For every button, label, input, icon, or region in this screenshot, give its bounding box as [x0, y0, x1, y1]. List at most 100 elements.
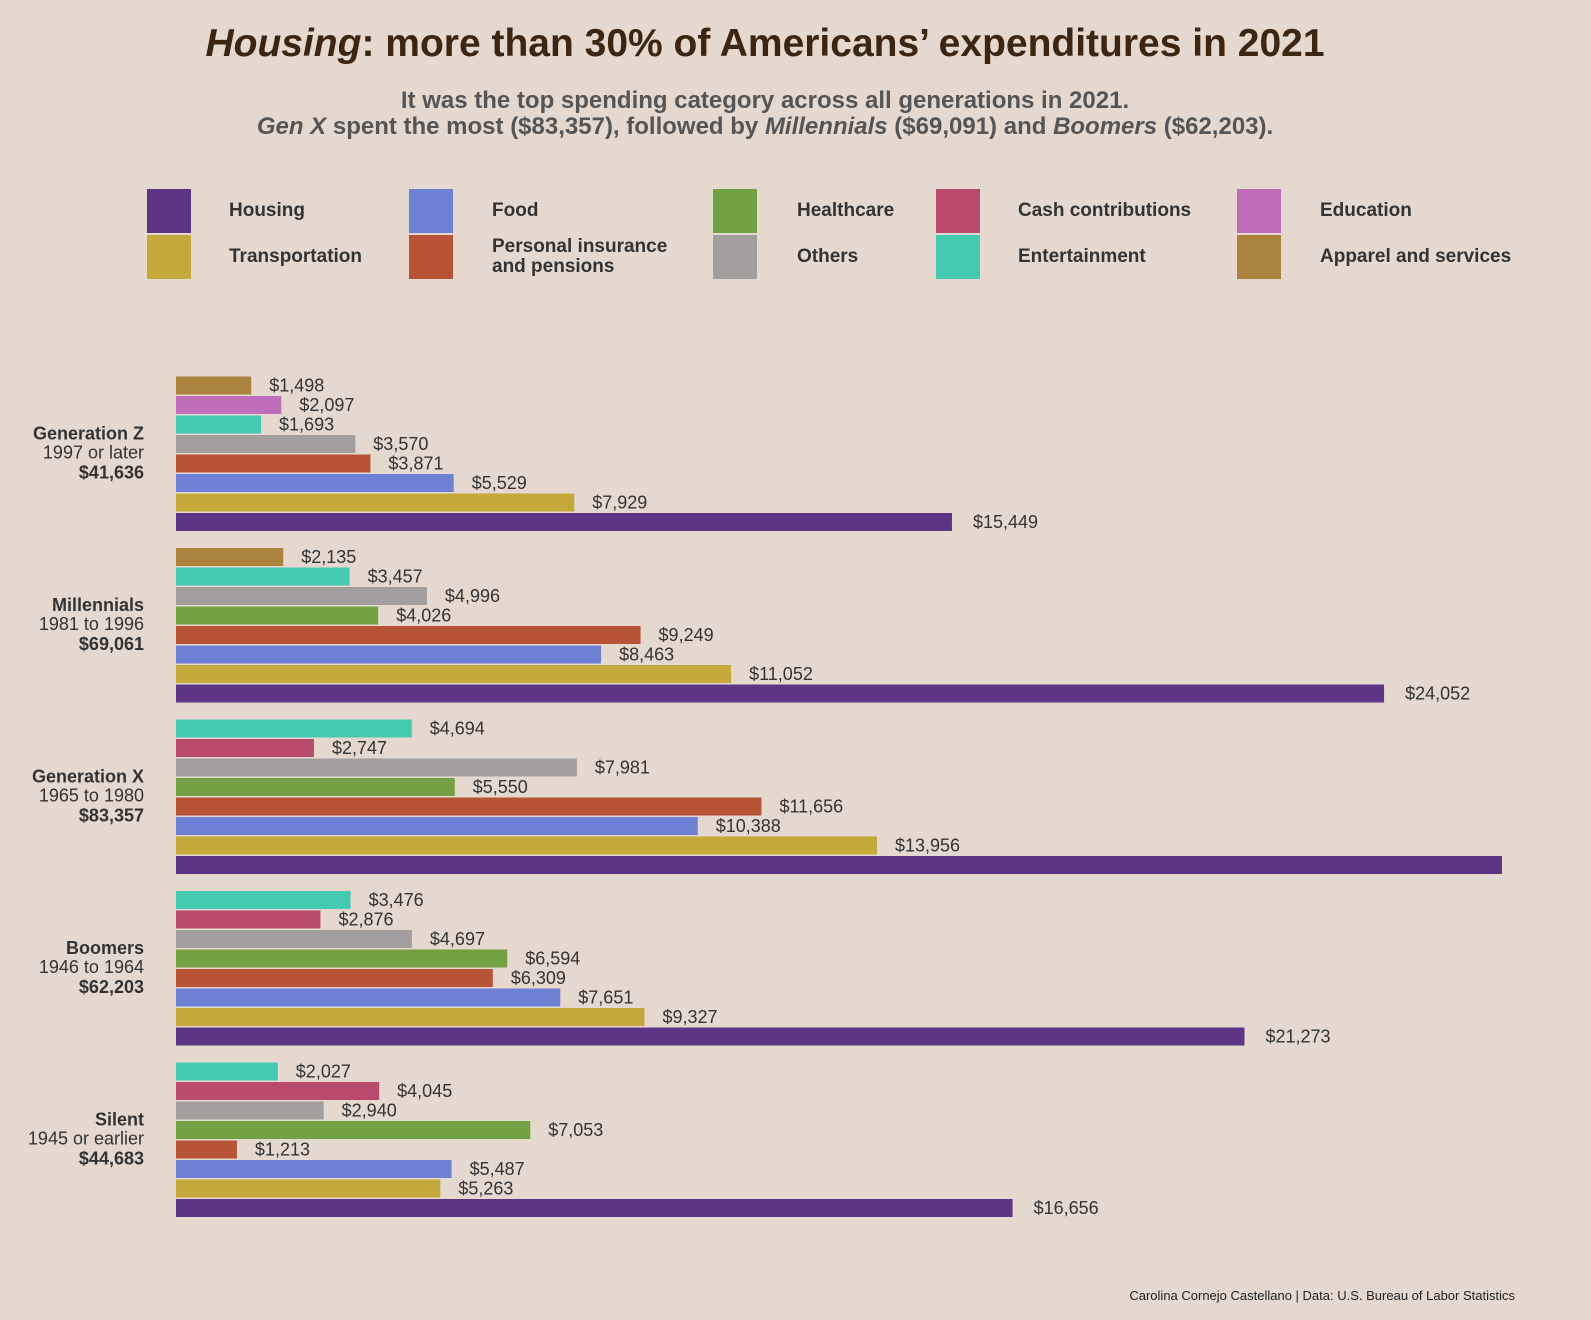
bar	[176, 836, 877, 855]
value-label: $3,871	[388, 453, 443, 473]
value-label: $10,388	[716, 816, 781, 836]
bar	[176, 817, 698, 835]
bar	[176, 1062, 278, 1081]
group-years: 1997 or later	[43, 443, 144, 463]
value-label: $1,498	[269, 375, 324, 395]
subtitle-part: ($62,203).	[1157, 113, 1274, 140]
bar	[176, 719, 412, 738]
value-label: $4,694	[430, 718, 485, 738]
legend-label: Personal insurance and pensions	[492, 236, 668, 277]
value-label: $1,213	[255, 1139, 310, 1159]
value-label: $24,052	[1405, 683, 1470, 703]
legend-swatch	[147, 189, 191, 233]
subtitle-part: ($69,091) and	[887, 113, 1054, 140]
legend-swatch	[1237, 235, 1281, 279]
bar	[176, 626, 641, 644]
value-label: $2,940	[342, 1100, 397, 1120]
value-label: $15,449	[973, 512, 1038, 532]
value-label: $9,327	[662, 1007, 717, 1027]
group-name: Silent	[95, 1110, 144, 1130]
legend-swatch	[936, 235, 980, 279]
group-years: 1965 to 1980	[39, 786, 144, 806]
bar	[176, 930, 412, 948]
bar	[176, 758, 577, 777]
value-label: $7,053	[548, 1120, 603, 1140]
bar	[176, 1140, 237, 1159]
legend-label: Healthcare	[797, 200, 895, 221]
subtitle-line: Gen X spent the most ($83,357), followed…	[0, 114, 1530, 140]
title-part: Housing	[205, 22, 362, 65]
value-label: $4,697	[430, 929, 485, 949]
value-label: $2,747	[332, 738, 387, 758]
value-label: $3,476	[369, 890, 424, 910]
bar	[176, 376, 252, 395]
bar	[176, 567, 350, 586]
bar	[176, 988, 561, 1007]
bar	[176, 1199, 1013, 1217]
bar	[176, 797, 762, 816]
bar	[176, 1027, 1245, 1046]
chart-subtitle: It was the top spending category across …	[0, 88, 1530, 140]
bar	[176, 548, 284, 566]
group-total: $44,683	[79, 1149, 144, 1169]
bar	[176, 1008, 645, 1026]
legend-swatch	[713, 189, 757, 233]
bar	[176, 396, 282, 414]
value-label: $4,026	[396, 605, 451, 625]
legend-label: Others	[797, 246, 859, 267]
bar	[176, 1121, 531, 1139]
legend-label: Cash contributions	[1018, 200, 1192, 221]
value-label: $4,996	[445, 586, 500, 606]
group-name: Millennials	[52, 595, 144, 615]
legend-label: Transportation	[229, 246, 363, 267]
value-label: $4,045	[397, 1081, 452, 1101]
value-label: $5,529	[472, 473, 527, 493]
bar	[176, 684, 1385, 703]
legend-label: Entertainment	[1018, 246, 1146, 267]
bar	[176, 645, 602, 664]
subtitle-part: It was the top spending category across …	[400, 87, 1130, 114]
group-total: $62,203	[79, 977, 144, 997]
subtitle-part: Boomers	[1053, 113, 1158, 140]
legend-swatch	[147, 235, 191, 279]
group-name: Generation X	[32, 767, 144, 787]
bar	[176, 415, 262, 434]
value-label: $1,693	[279, 414, 334, 434]
source-note: Carolina Cornejo Castellano | Data: U.S.…	[1129, 1288, 1515, 1303]
value-label: $16,656	[1034, 1198, 1099, 1218]
bar	[176, 891, 351, 909]
legend-swatch	[409, 235, 453, 279]
legend-swatch	[1237, 189, 1281, 233]
group-years: 1945 or earlier	[28, 1129, 144, 1149]
value-label: $7,651	[578, 987, 633, 1007]
bar	[176, 606, 379, 625]
bar	[176, 969, 493, 987]
bar	[176, 739, 314, 757]
legend-swatch	[713, 235, 757, 279]
value-label: $13,956	[895, 835, 960, 855]
value-label: $8,463	[619, 644, 674, 664]
bar	[176, 1179, 441, 1198]
bar	[176, 665, 732, 683]
legend-swatch	[936, 189, 980, 233]
legend-label: Housing	[229, 200, 305, 221]
value-label: $5,487	[470, 1159, 525, 1179]
subtitle-part: Millennials	[764, 113, 888, 140]
title-part: : more than 30% of Americans’ expenditur…	[361, 22, 1325, 65]
bar	[176, 1082, 380, 1100]
value-label: $5,550	[473, 777, 528, 797]
bar	[176, 454, 371, 473]
value-label: $7,929	[592, 492, 647, 512]
value-label: $6,309	[511, 968, 566, 988]
group-years: 1981 to 1996	[39, 614, 144, 634]
value-label: $2,876	[338, 909, 393, 929]
subtitle-line: It was the top spending category across …	[0, 88, 1530, 114]
bar	[176, 435, 356, 453]
subtitle-part: Gen X	[256, 113, 327, 140]
bar	[176, 493, 575, 512]
value-label: $7,981	[595, 757, 650, 777]
legend-label: Apparel and services	[1320, 246, 1512, 267]
value-label: $11,052	[749, 664, 813, 684]
bar	[176, 513, 952, 531]
